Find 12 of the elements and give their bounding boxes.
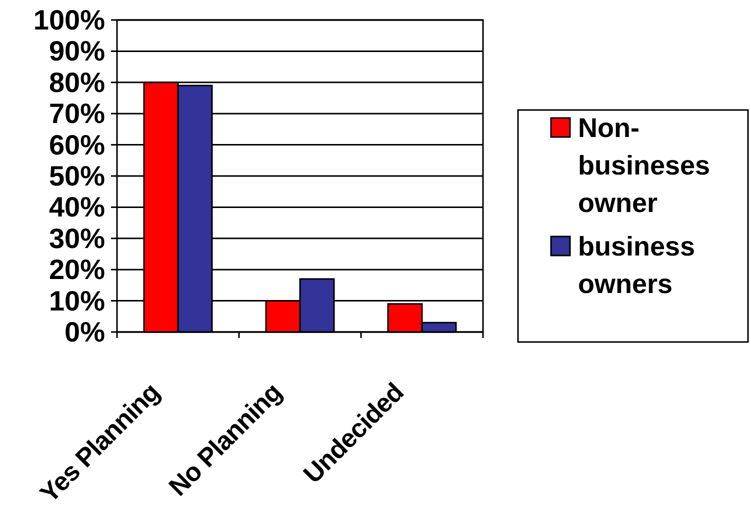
y-tick-label: 100% (33, 4, 106, 36)
y-tick-label: 60% (48, 129, 106, 160)
y-tick-label: 10% (48, 285, 106, 316)
y-tick-label: 20% (48, 254, 106, 286)
y-tick-label: 30% (48, 222, 106, 254)
y-tick-label: 50% (48, 160, 106, 192)
y-tick-label: 40% (48, 192, 106, 223)
y-tick-label: 70% (48, 98, 106, 130)
y-tick-label: 80% (48, 66, 106, 98)
legend-label: business owners (578, 232, 696, 299)
y-tick-label: 0% (64, 316, 106, 348)
y-tick-label: 90% (48, 36, 106, 67)
